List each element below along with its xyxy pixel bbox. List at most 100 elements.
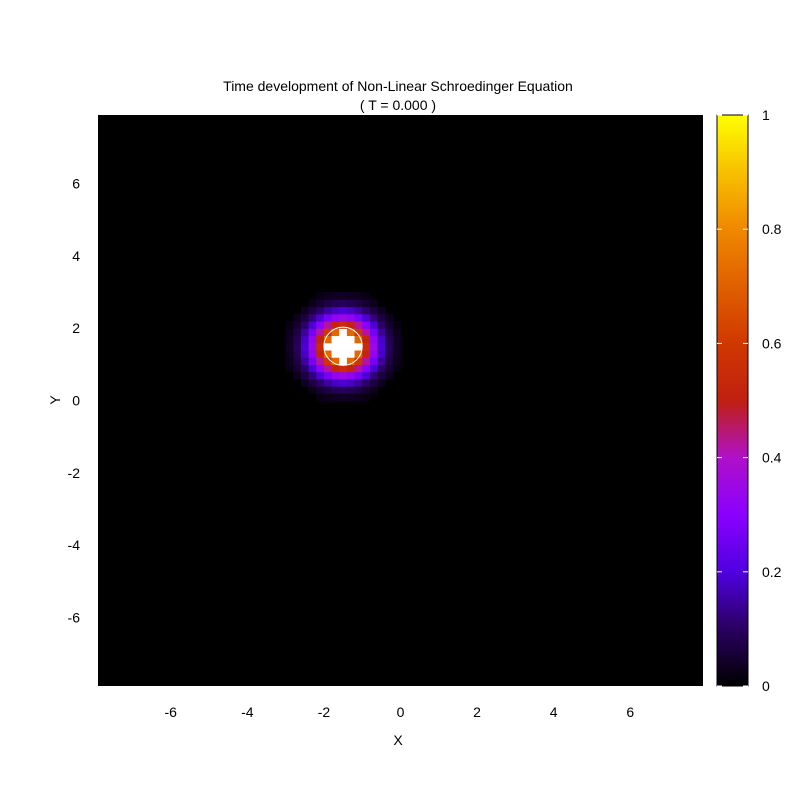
heatmap-cell [285,342,294,351]
colorbar-tick-label: 1 [762,107,770,123]
heatmap-cell [385,349,394,358]
heatmap-cell [354,342,363,351]
colorbar-ticks: 0 0.2 0.4 0.6 0.8 1 [717,107,782,694]
heatmap-cell [293,371,302,380]
heatmap-cell [339,378,348,387]
heatmap-cell [354,364,363,373]
chart-subtitle: ( T = 0.000 ) [360,97,436,113]
heatmap-cell [339,292,348,300]
heatmap-cell [300,357,310,365]
heatmap-cell [392,320,402,329]
heatmap-cell [308,299,317,308]
heatmap-cell [331,320,340,329]
heatmap-cell [331,328,340,337]
heatmap-cell [323,328,333,337]
heatmap-cell [339,386,348,394]
heatmap-cell [369,357,379,365]
x-axis-ticks: -6 -4 -2 0 2 4 6 [165,704,635,720]
y-tick-label: -4 [68,537,81,553]
heatmap-cell [362,292,371,300]
heatmap-cell [323,292,333,300]
heatmap-cell [385,371,394,380]
heatmap-cell [331,357,340,365]
heatmap-cell [354,299,363,308]
heatmap-cell [308,386,317,394]
y-axis-label: Y [47,395,63,405]
x-tick-label: -2 [318,704,331,720]
heatmap-cell [369,386,379,394]
heatmap-cell [293,328,302,337]
heatmap-cell [377,335,386,344]
heatmap-cell [308,371,317,380]
heatmap-cell [392,328,402,337]
heatmap-cell [392,335,402,344]
heatmap-cell [346,371,356,380]
heatmap-cell [316,349,325,358]
heatmap-cell [362,364,371,373]
heatmap-cell [316,342,325,351]
heatmap-cell [346,349,356,358]
plot-area [98,115,703,686]
heatmap-cell [339,364,348,373]
heatmap-cell [385,320,394,329]
x-tick-label: 6 [626,704,634,720]
heatmap-cell [339,306,348,315]
x-tick-label: 4 [550,704,558,720]
heatmap-cell [339,357,348,365]
heatmap-cell [362,306,371,315]
heatmap-cell [316,357,325,365]
heatmap-cell [385,313,394,322]
heatmap-cell [346,378,356,387]
heatmap-cell [323,306,333,315]
heatmap-cell [323,386,333,394]
heatmap-cell [385,335,394,344]
heatmap-cell [308,328,317,337]
contour-circle [323,326,363,366]
heatmap-cell [354,335,363,344]
heatmap-cell [331,349,340,358]
heatmap-cell [300,328,310,337]
heatmap-cell [316,335,325,344]
heatmap-cell [369,328,379,337]
heatmap-cell [377,328,386,337]
heatmap-cell [392,349,402,358]
heatmap-cell [362,320,371,329]
heatmap-cell [300,378,310,387]
heatmap-cell [369,378,379,387]
heatmap-cell [308,313,317,322]
heatmap-cell [346,393,356,402]
y-tick-label: 0 [72,393,80,409]
heatmap-cell [362,393,371,402]
heatmap-cell [323,335,333,344]
heatmap-cell [285,335,294,344]
heatmap-cell [293,364,302,373]
colorbar-gradient [716,114,749,687]
heatmap-cell [354,328,363,337]
heatmap-cell [331,299,340,308]
heatmap-cell [308,349,317,358]
colorbar: 0 0.2 0.4 0.6 0.8 1 [716,107,782,694]
heatmap-cell [339,328,348,337]
heatmap-cell [323,378,333,387]
heatmap-cell [392,357,402,365]
heatmap-cell [293,313,302,322]
heatmap-cell [354,378,363,387]
heatmap-cell [354,393,363,402]
heatmap-cell [377,306,386,315]
heatmap-cell [354,349,363,358]
heatmap-cell [293,349,302,358]
heatmap-cell [300,306,310,315]
heatmap-cell [346,386,356,394]
heatmap-cell [354,386,363,394]
heatmap-cell [323,342,333,351]
y-tick-label: 6 [72,176,80,192]
heatmap-cell [323,357,333,365]
heatmap-cell [323,393,333,402]
heatmap-cell [385,342,394,351]
heatmap-cell [331,364,340,373]
heatmap-cell [369,349,379,358]
heatmap-cell [346,335,356,344]
heatmap-cell [331,292,340,300]
heatmap-cell [293,357,302,365]
